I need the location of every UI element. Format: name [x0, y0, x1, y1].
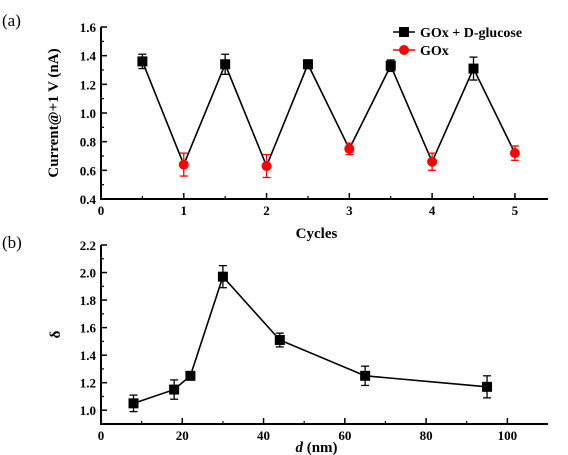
x-tick-label: 40	[257, 428, 270, 443]
legend-label: GOx	[420, 44, 449, 59]
y-tick-label: 1.0	[80, 106, 96, 121]
x-tick-label: 0	[98, 203, 105, 218]
x-tick-label: 5	[512, 203, 519, 218]
legend-item: GOx + D-glucose	[393, 26, 522, 41]
y-tick-label: 1.2	[80, 77, 96, 92]
y-tick-label: 1.6	[80, 321, 97, 336]
legend-label: GOx + D-glucose	[420, 26, 522, 41]
panel-label: (a)	[2, 11, 21, 30]
x-tick-label: 1	[181, 203, 188, 218]
data-point	[344, 143, 355, 154]
data-point	[360, 370, 371, 381]
y-tick-label: 0.4	[80, 192, 97, 207]
panel-label: (b)	[2, 233, 22, 252]
chart-panel-b: (b) 0 20 40 60 80 100 1.0 1.2 1.4 1.6 1.8 2.0 2.2 d (n…	[2, 233, 548, 455]
legend-marker	[399, 27, 409, 37]
y-tick-label: 1.6	[80, 20, 97, 35]
data-point	[169, 384, 180, 395]
y-tick-label: 1.8	[80, 293, 97, 308]
data-point	[385, 60, 396, 71]
y-tick-label: 0.6	[80, 163, 97, 178]
legend: GOx + D-glucose GOx	[393, 26, 522, 59]
data-point	[509, 148, 520, 159]
data-point	[274, 335, 285, 346]
data-point	[178, 159, 189, 170]
x-tick-label: 2	[263, 203, 270, 218]
x-tick-label: 60	[338, 428, 351, 443]
y-tick-label: 0.8	[80, 135, 97, 150]
y-axis-title: Current@+1 V (nA)	[46, 48, 62, 177]
data-point	[427, 156, 438, 167]
x-tick-label: 3	[346, 203, 353, 218]
data-point	[185, 370, 196, 381]
x-tick-label: 0	[98, 428, 105, 443]
y-tick-label: 2.2	[80, 238, 96, 253]
legend-marker	[399, 45, 409, 55]
x-tick-label: 80	[420, 428, 433, 443]
data-point	[482, 381, 493, 392]
data-point	[220, 59, 231, 70]
y-tick-label: 1.0	[80, 403, 96, 418]
data-point	[128, 398, 139, 409]
y-tick-label: 1.4	[80, 49, 97, 64]
x-axis-title: d (nm)	[295, 440, 337, 455]
x-axis-title-var: d	[295, 440, 303, 455]
series-line	[141, 61, 516, 169]
legend-item: GOx	[393, 44, 449, 59]
y-tick-label: 1.2	[80, 376, 96, 391]
y-axis-title: δ	[48, 330, 64, 338]
x-tick-label: 4	[429, 203, 436, 218]
x-tick-label: 100	[498, 428, 518, 443]
chart-panel-a: (a) 0 1 2 3 4 5 0.4 0.6 0.8 1.0 1.2 1.4 1.6 Cycles Curr…	[2, 11, 548, 242]
data-point	[468, 63, 479, 74]
data-point	[261, 161, 272, 172]
y-tick-label: 2.0	[80, 266, 96, 281]
series-line	[133, 275, 488, 405]
x-axis-title: Cycles	[296, 226, 338, 242]
data-point	[302, 59, 313, 70]
x-tick-label: 20	[176, 428, 189, 443]
x-axis-title-unit: (nm)	[303, 440, 338, 455]
y-tick-label: 1.4	[80, 348, 97, 363]
data-point	[137, 56, 148, 67]
data-point	[217, 271, 228, 282]
